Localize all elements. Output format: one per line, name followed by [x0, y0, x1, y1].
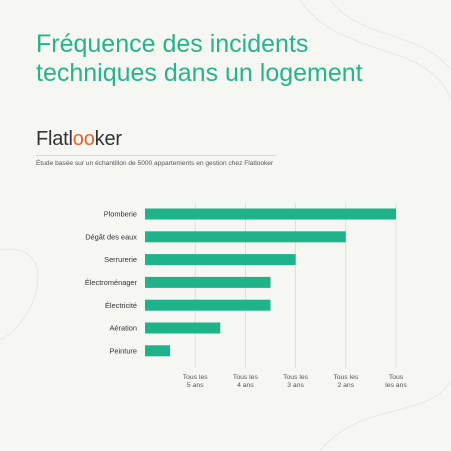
study-subtitle: Étude basée sur un échantillon de 5000 a… [36, 160, 274, 167]
bar-5 [145, 299, 271, 311]
category-label-1: Plomberie [104, 210, 137, 219]
category-label-4: Électroménager [85, 278, 138, 287]
tick-label-1-line-1: Tous les [183, 374, 209, 381]
bar-7 [145, 345, 171, 357]
category-label-3: Serrurerie [104, 255, 137, 264]
logo-text-start: Flatl [36, 128, 73, 150]
tick-label-4-line-2: 2 ans [337, 382, 354, 389]
bar-2 [145, 231, 346, 243]
logo-text-accent: oo [72, 128, 95, 150]
bar-6 [145, 322, 221, 334]
tick-label-3-line-1: Tous les [283, 374, 309, 381]
tick-label-2-line-1: Tous les [233, 374, 259, 381]
bar-4 [145, 276, 271, 288]
tick-label-3-line-2: 3 ans [287, 382, 304, 389]
category-label-6: Aération [109, 324, 137, 333]
tick-label-5-line-1: Tous [389, 374, 404, 381]
tick-label-1-line-2: 5 ans [187, 382, 204, 389]
tick-label-5-line-2: les ans [385, 382, 407, 389]
tick-label-2-line-2: 4 ans [237, 382, 254, 389]
page-title: Fréquence des incidents techniques dans … [36, 30, 363, 87]
flatlooker-logo: Flatlooker [36, 128, 122, 151]
logo-text-end: ker [94, 128, 122, 150]
category-label-2: Dégât des eaux [85, 232, 137, 241]
bar-3 [145, 254, 296, 266]
category-label-7: Peinture [109, 346, 137, 355]
bar-1 [145, 208, 396, 220]
category-label-5: Électricité [105, 301, 137, 310]
header-divider [36, 155, 276, 156]
tick-label-4-line-1: Tous les [333, 374, 359, 381]
